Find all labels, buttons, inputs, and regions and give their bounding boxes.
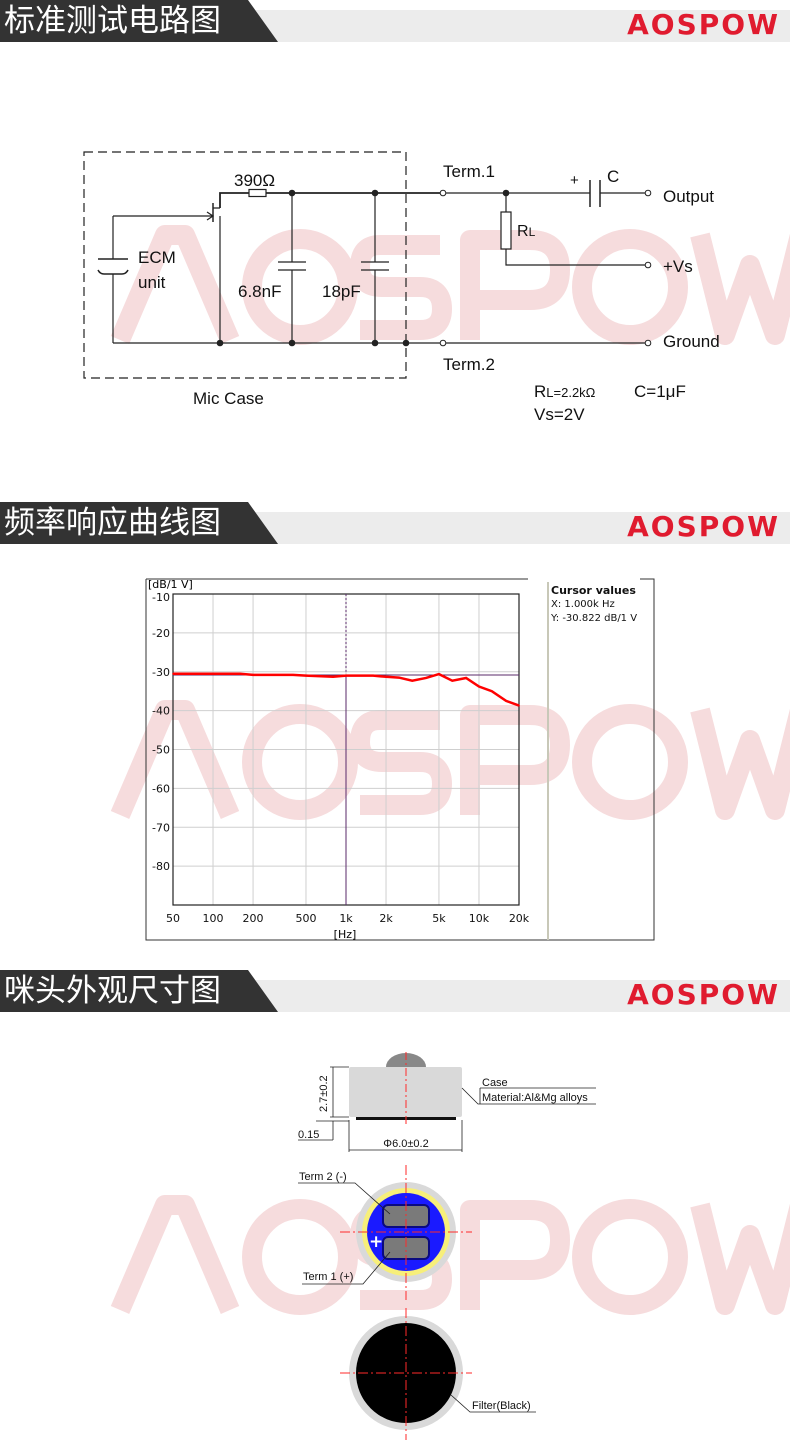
resistor-label: 390Ω: [234, 171, 275, 190]
height-dimension: 2.7±0.2: [318, 1075, 330, 1112]
term1-terminal: [439, 189, 447, 197]
x-axis-label: [Hz]: [334, 928, 357, 941]
term1-label: Term.1: [443, 162, 495, 181]
x-tick-label: 5k: [432, 912, 446, 925]
cursor-y-value: Y: -30.822 dB/1 V: [551, 613, 638, 624]
filter: [356, 1323, 456, 1423]
y-tick-label: -30: [152, 666, 170, 679]
y-tick-label: -10: [152, 591, 170, 604]
data-point: [438, 673, 440, 675]
data-point: [332, 676, 334, 678]
x-tick-label: 2k: [379, 912, 393, 925]
cap-label: C: [607, 167, 619, 186]
cap1-label: 6.8nF: [238, 282, 281, 301]
cursor-x-value: X: 1.000k Hz: [551, 599, 615, 610]
x-tick-label: 1k: [339, 912, 353, 925]
data-point: [345, 674, 347, 677]
section-header-frequency: 频率响应曲线图 AOSPOW: [0, 502, 790, 546]
x-tick-label: 100: [203, 912, 224, 925]
x-tick-label: 50: [166, 912, 180, 925]
brand-logo: AOSPOW: [627, 8, 780, 41]
cap-plus: +: [570, 172, 579, 189]
brand-logo: AOSPOW: [627, 978, 780, 1011]
cursor-values-panel: Cursor values X: 1.000k Hz Y: -30.822 dB…: [551, 584, 637, 626]
section-title: 频率响应曲线图: [0, 502, 278, 544]
x-tick-label: 10k: [469, 912, 490, 925]
ecm-label: ECM: [138, 248, 176, 267]
brand-logo: AOSPOW: [627, 510, 780, 543]
frequency-response-chart: 50 100 200 500 1k 2k 5k 10k 20k -10 -20 -30 -40 -50 -6…: [145, 578, 655, 941]
case-label: Case: [482, 1077, 508, 1089]
ground-label: Ground: [663, 332, 720, 351]
term2-label: Term 2 (-): [299, 1171, 347, 1183]
spec-vs: Vs=2V: [534, 405, 585, 424]
section-header-dimensions: 咪头外观尺寸图 AOSPOW: [0, 970, 790, 1014]
y-tick-label: -80: [152, 860, 170, 873]
data-point: [385, 676, 387, 678]
x-tick-label: 200: [243, 912, 264, 925]
data-point: [239, 672, 241, 675]
data-point: [292, 674, 294, 676]
spec-rl: RL=2.2kΩ: [534, 382, 596, 401]
y-tick-label: -20: [152, 627, 170, 640]
term1-label: Term 1 (+): [303, 1271, 353, 1283]
x-tick-label: 500: [295, 912, 316, 925]
cursor-panel-title: Cursor values: [551, 584, 636, 597]
load-resistor: [500, 211, 512, 250]
data-point: [172, 672, 174, 675]
rl-label: RL: [517, 223, 536, 240]
vs-label: +Vs: [663, 257, 693, 276]
data-point: [451, 679, 454, 682]
diameter-dimension: Φ6.0±0.2: [383, 1138, 428, 1150]
vs-terminal: [644, 261, 652, 269]
term2-terminal: [439, 339, 447, 347]
y-tick-label: -40: [152, 705, 170, 718]
test-circuit-diagram: 390Ω ECM unit 6.8nF 18pF Term.1 Term.2 +…: [83, 151, 720, 424]
plus-marking: +: [369, 1232, 383, 1252]
data-point: [518, 704, 520, 707]
data-point: [305, 674, 307, 677]
resistor-390: [248, 188, 267, 198]
data-point: [212, 672, 214, 675]
ecm-label: unit: [138, 273, 166, 292]
x-tick-label: 20k: [509, 912, 530, 925]
spec-c: C=1μF: [634, 382, 686, 401]
section-header-circuit: 标准测试电路图 AOSPOW: [0, 0, 790, 44]
y-axis-label: [dB/1 V]: [148, 578, 193, 591]
y-tick-label: -50: [152, 744, 170, 757]
mic-case-label: Mic Case: [193, 389, 264, 408]
data-point: [372, 674, 374, 677]
y-tick-label: -70: [152, 821, 170, 834]
ground-terminal: [644, 339, 652, 347]
section-title: 咪头外观尺寸图: [0, 970, 278, 1012]
chart-frame: [145, 578, 655, 941]
frequency-response-line: [173, 672, 520, 707]
filter-label: Filter(Black): [472, 1400, 531, 1412]
material-label: Material:Al&Mg alloys: [482, 1092, 588, 1104]
data-point: [505, 700, 507, 702]
data-point: [425, 677, 427, 679]
mic-case-boundary: [83, 151, 407, 379]
data-point: [252, 674, 254, 676]
cap2-label: 18pF: [322, 282, 361, 301]
term2-label: Term.2: [443, 355, 495, 374]
data-point: [411, 679, 414, 682]
data-point: [465, 677, 467, 679]
data-point: [478, 685, 480, 688]
thickness-dimension: 0.15: [298, 1129, 319, 1141]
section-title: 标准测试电路图: [0, 0, 278, 42]
output-terminal: [644, 189, 652, 197]
data-point: [398, 676, 400, 679]
data-point: [491, 690, 493, 692]
y-tick-label: -60: [152, 782, 170, 795]
output-label: Output: [663, 187, 714, 206]
